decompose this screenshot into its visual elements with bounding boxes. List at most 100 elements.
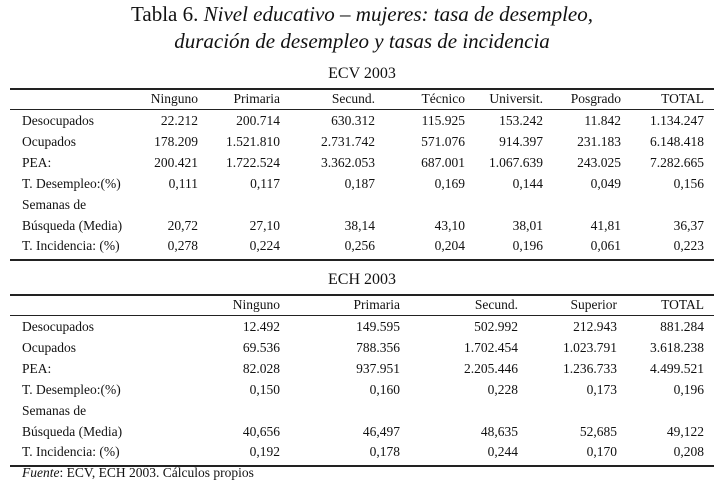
cell-value: 0,173 bbox=[586, 382, 617, 397]
cell-value: 46,497 bbox=[362, 424, 400, 439]
cell-value: 200.714 bbox=[236, 113, 280, 128]
cell-value: 1.023.791 bbox=[563, 340, 617, 355]
cell-value: 1.722.524 bbox=[226, 155, 280, 170]
footnote-text: : ECV, ECH 2003. Cálculos propios bbox=[59, 465, 254, 480]
rule bbox=[10, 294, 714, 296]
column-header: Secund. bbox=[331, 91, 375, 106]
table-caption: ECH 2003 bbox=[328, 271, 396, 288]
cell-value: 0,208 bbox=[673, 444, 704, 459]
column-header: TOTAL bbox=[661, 297, 704, 312]
row-label: Ocupados bbox=[22, 134, 76, 149]
cell-value: 3.362.053 bbox=[321, 155, 375, 170]
cell-value: 41,81 bbox=[590, 218, 621, 233]
cell-value: 0,049 bbox=[590, 176, 621, 191]
cell-value: 22.212 bbox=[160, 113, 198, 128]
row-label: Ocupados bbox=[22, 340, 76, 355]
title-label: Tabla 6. bbox=[131, 2, 199, 26]
column-header: TOTAL bbox=[661, 91, 704, 106]
row-label: Desocupados bbox=[22, 113, 94, 128]
cell-value: 0,150 bbox=[249, 382, 280, 397]
cell-value: 36,37 bbox=[673, 218, 704, 233]
cell-value: 231.183 bbox=[577, 134, 621, 149]
row-label: T. Desempleo:(%) bbox=[22, 382, 121, 397]
row-label: PEA: bbox=[22, 361, 52, 376]
cell-value: 914.397 bbox=[499, 134, 543, 149]
cell-value: 0,196 bbox=[673, 382, 704, 397]
cell-value: 0,160 bbox=[369, 382, 400, 397]
cell-value: 0,169 bbox=[434, 176, 465, 191]
cell-value: 1.067.639 bbox=[489, 155, 543, 170]
cell-value: 0,111 bbox=[168, 176, 198, 191]
cell-value: 20,72 bbox=[167, 218, 198, 233]
cell-value: 0,144 bbox=[512, 176, 543, 191]
rule bbox=[10, 315, 714, 316]
cell-value: 937.951 bbox=[356, 361, 400, 376]
column-header: Primaria bbox=[353, 297, 401, 312]
column-header: Primaria bbox=[233, 91, 281, 106]
table-caption: ECV 2003 bbox=[328, 65, 396, 82]
cell-value: 12.492 bbox=[242, 319, 280, 334]
cell-value: 0,196 bbox=[512, 238, 543, 253]
cell-value: 881.284 bbox=[660, 319, 704, 334]
cell-value: 4.499.521 bbox=[650, 361, 704, 376]
row-label: T. Desempleo:(%) bbox=[22, 176, 121, 191]
column-header: Técnico bbox=[421, 91, 465, 106]
cell-value: 243.025 bbox=[577, 155, 621, 170]
cell-value: 178.209 bbox=[154, 134, 198, 149]
row-label: PEA: bbox=[22, 155, 52, 170]
cell-value: 0,228 bbox=[487, 382, 518, 397]
title-text: Nivel educativo – mujeres: tasa de desem… bbox=[203, 2, 593, 26]
row-label: Búsqueda (Media) bbox=[22, 218, 123, 233]
cell-value: 0,192 bbox=[249, 444, 280, 459]
cell-value: 38,14 bbox=[344, 218, 375, 233]
row-label: Semanas de bbox=[22, 197, 87, 212]
cell-value: 43,10 bbox=[434, 218, 465, 233]
row-label: T. Incidencia: (%) bbox=[22, 444, 120, 459]
cell-value: 27,10 bbox=[249, 218, 280, 233]
cell-value: 1.702.454 bbox=[464, 340, 518, 355]
cell-value: 1.134.247 bbox=[650, 113, 704, 128]
cell-value: 0,223 bbox=[673, 238, 704, 253]
cell-value: 3.618.238 bbox=[650, 340, 704, 355]
column-header: Secund. bbox=[474, 297, 518, 312]
column-header: Superior bbox=[570, 297, 618, 312]
cell-value: 1.521.810 bbox=[226, 134, 280, 149]
cell-value: 2.205.446 bbox=[464, 361, 518, 376]
cell-value: 788.356 bbox=[356, 340, 400, 355]
cell-value: 6.148.418 bbox=[650, 134, 704, 149]
cell-value: 40,656 bbox=[242, 424, 280, 439]
cell-value: 0,244 bbox=[487, 444, 518, 459]
rule bbox=[10, 109, 714, 110]
cell-value: 212.943 bbox=[573, 319, 617, 334]
cell-value: 52,685 bbox=[579, 424, 617, 439]
column-header: Universit. bbox=[489, 91, 543, 106]
cell-value: 0,204 bbox=[434, 238, 465, 253]
cell-value: 38,01 bbox=[512, 218, 543, 233]
row-label: T. Incidencia: (%) bbox=[22, 238, 120, 253]
cell-value: 48,635 bbox=[480, 424, 518, 439]
cell-value: 0,156 bbox=[673, 176, 704, 191]
cell-value: 571.076 bbox=[421, 134, 465, 149]
cell-value: 2.731.742 bbox=[321, 134, 375, 149]
footnote: Fuente: ECV, ECH 2003. Cálculos propios bbox=[22, 466, 254, 480]
cell-value: 115.925 bbox=[421, 113, 465, 128]
footnote-label: Fuente bbox=[22, 465, 60, 480]
title-line-2: duración de desempleo y tasas de inciden… bbox=[174, 29, 550, 53]
column-header: Ninguno bbox=[150, 91, 198, 106]
cell-value: 11.842 bbox=[584, 113, 621, 128]
cell-value: 153.242 bbox=[499, 113, 543, 128]
cell-value: 0,256 bbox=[344, 238, 375, 253]
cell-value: 149.595 bbox=[356, 319, 400, 334]
rule bbox=[10, 465, 714, 467]
cell-value: 82.028 bbox=[242, 361, 280, 376]
cell-value: 69.536 bbox=[242, 340, 280, 355]
cell-value: 1.236.733 bbox=[563, 361, 617, 376]
cell-value: 0,187 bbox=[344, 176, 375, 191]
cell-value: 200.421 bbox=[154, 155, 198, 170]
row-label: Semanas de bbox=[22, 403, 87, 418]
rule bbox=[10, 88, 714, 90]
cell-value: 0,224 bbox=[249, 238, 280, 253]
cell-value: 7.282.665 bbox=[650, 155, 704, 170]
cell-value: 0,170 bbox=[586, 444, 617, 459]
